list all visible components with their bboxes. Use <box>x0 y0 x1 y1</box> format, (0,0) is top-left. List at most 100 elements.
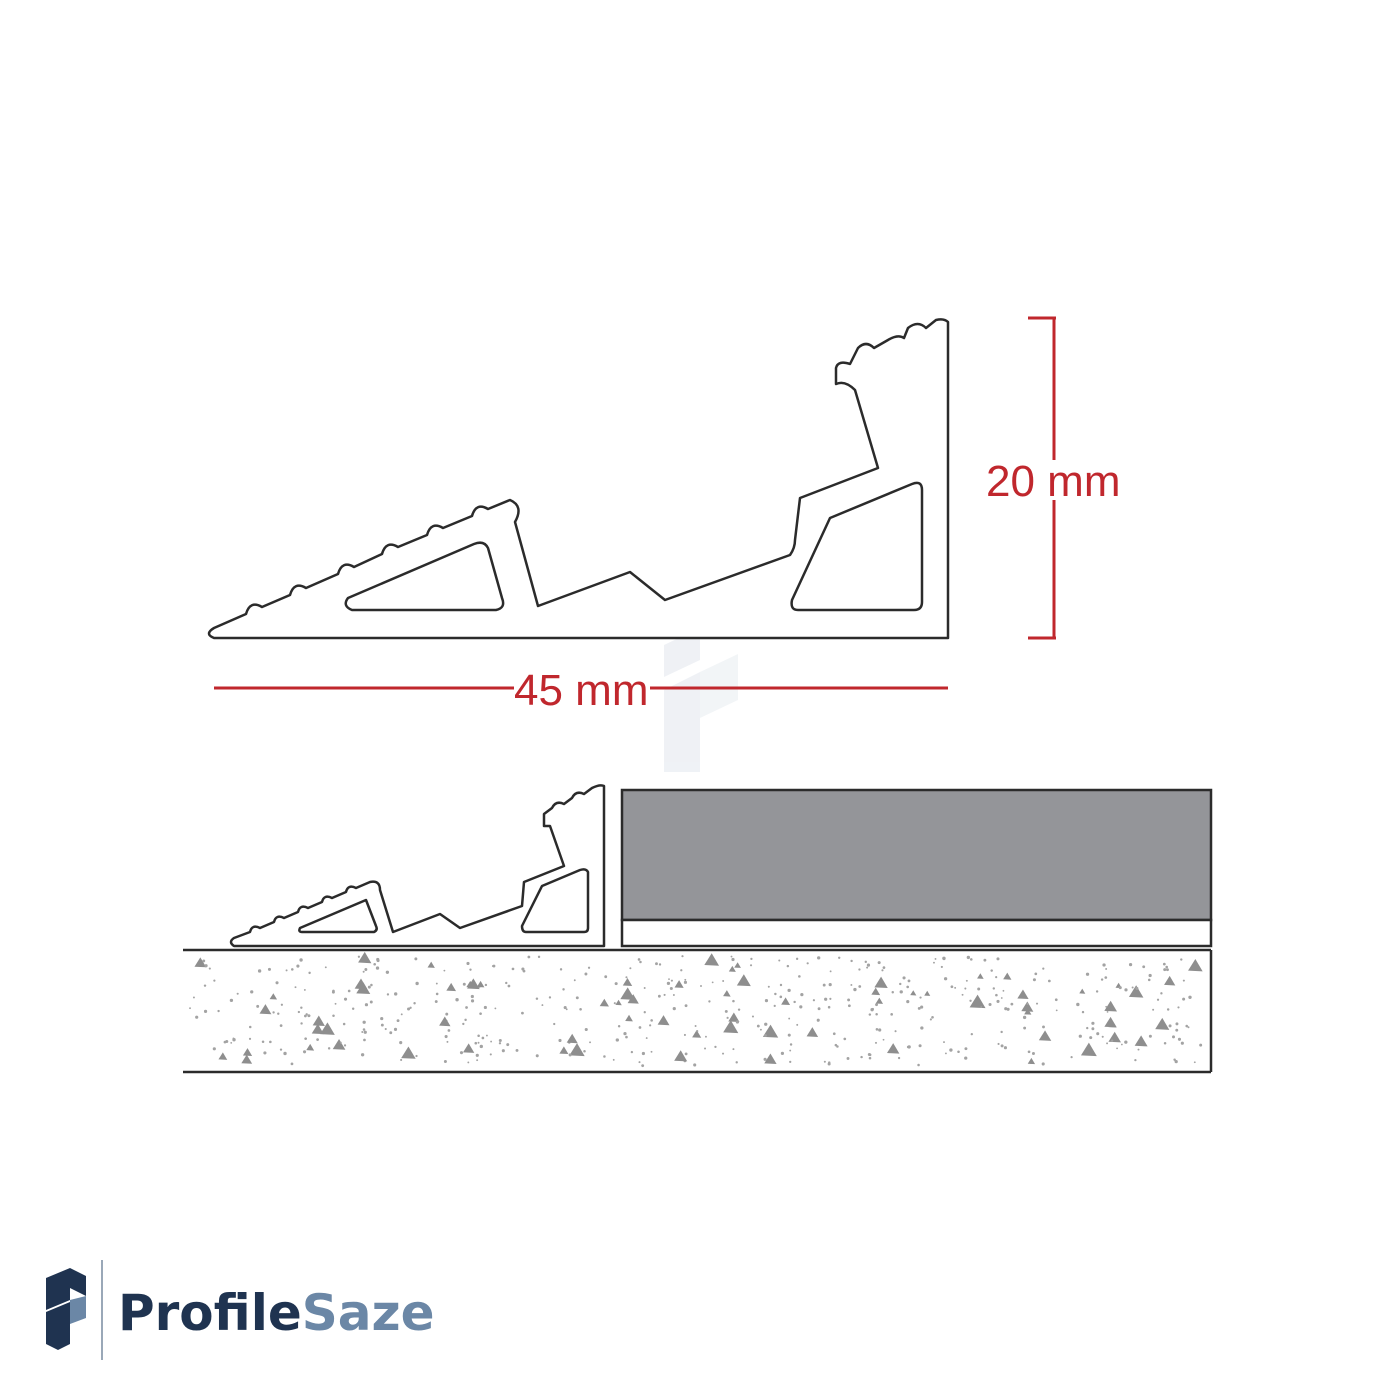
concrete-speck <box>866 963 871 967</box>
concrete-speck <box>208 967 211 970</box>
concrete-speck <box>522 969 526 973</box>
concrete-speck <box>393 1027 398 1031</box>
concrete-speck <box>584 1027 588 1032</box>
concrete-speck <box>838 956 841 959</box>
concrete-speck <box>964 1056 968 1060</box>
concrete-aggregate <box>924 990 931 996</box>
concrete-aggregate <box>446 982 457 992</box>
concrete-speck <box>641 1051 645 1056</box>
concrete-aggregate <box>1079 988 1086 994</box>
concrete-speck <box>751 1015 755 1018</box>
concrete-speck <box>272 1011 275 1014</box>
concrete-speck <box>1086 1026 1089 1030</box>
concrete-speck <box>1175 1028 1179 1032</box>
concrete-speck <box>1110 1039 1114 1042</box>
concrete-speck <box>361 1031 364 1034</box>
concrete-speck <box>283 1051 287 1056</box>
concrete-speck <box>735 1061 738 1064</box>
concrete-speck <box>1118 986 1122 990</box>
concrete-speck <box>535 1054 539 1058</box>
concrete-aggregate <box>886 1043 900 1054</box>
concrete-speck <box>230 1041 233 1044</box>
concrete-speck <box>376 957 380 962</box>
concrete-speck <box>1089 1036 1093 1040</box>
concrete-speck <box>385 970 390 974</box>
concrete-speck <box>920 1026 924 1030</box>
profile-cross-section <box>207 318 950 640</box>
concrete-speck <box>263 1051 267 1055</box>
concrete-speck <box>296 964 300 968</box>
concrete-speck <box>370 983 373 987</box>
concrete-aggregate <box>1021 1001 1034 1012</box>
concrete-speck <box>364 1003 369 1007</box>
concrete-speck <box>604 975 608 979</box>
brand-name: ProfileSaze <box>118 1284 435 1342</box>
concrete-speck <box>280 1003 283 1006</box>
concrete-aggregate <box>620 987 636 1000</box>
concrete-speck <box>882 1038 885 1041</box>
concrete-speck <box>847 1004 851 1008</box>
concrete-aggregate <box>401 1046 416 1059</box>
concrete-speck <box>1162 962 1166 966</box>
concrete-speck <box>459 1051 464 1055</box>
concrete-speck <box>1000 997 1003 999</box>
concrete-aggregate <box>969 994 986 1009</box>
concrete-speck <box>327 1047 331 1050</box>
concrete-speck <box>1026 1002 1029 1005</box>
concrete-speck <box>779 983 783 987</box>
concrete-speck <box>858 985 862 988</box>
concrete-speck <box>603 1055 606 1058</box>
concrete-aggregate <box>728 965 736 972</box>
concrete-aggregate <box>674 1050 688 1062</box>
concrete-speck <box>1124 1040 1128 1044</box>
concrete-speck <box>217 1009 220 1013</box>
concrete-speck <box>637 958 641 961</box>
concrete-aggregate <box>269 993 278 1000</box>
height-dimension-label: 20 mm <box>986 457 1120 506</box>
concrete-speck <box>548 996 552 999</box>
concrete-speck <box>732 1048 735 1051</box>
concrete-speck <box>1175 1022 1179 1026</box>
concrete-speck <box>294 986 297 989</box>
concrete-speck <box>290 1062 294 1066</box>
concrete-speck <box>400 1058 403 1062</box>
concrete-aggregate <box>723 1020 739 1034</box>
concrete-speck <box>277 1012 280 1015</box>
concrete-speck <box>1124 988 1128 992</box>
concrete-aggregate <box>910 990 917 996</box>
concrete-speck <box>658 963 662 966</box>
concrete-speck <box>363 1038 366 1042</box>
concrete-speck <box>683 980 688 984</box>
concrete-speck <box>1091 1021 1095 1025</box>
concrete-speck <box>1042 1025 1045 1029</box>
concrete-speck <box>589 1041 592 1044</box>
concrete-speck <box>614 982 618 986</box>
concrete-speck <box>847 998 851 1002</box>
concrete-speck <box>1199 1043 1203 1047</box>
concrete-speck <box>1032 978 1036 982</box>
concrete-speck <box>796 1023 799 1026</box>
concrete-speck <box>1096 1032 1100 1036</box>
concrete-speck <box>1078 1034 1082 1038</box>
concrete-speck <box>362 1028 366 1031</box>
concrete-aggregate <box>657 1015 670 1026</box>
concrete-aggregate <box>306 1043 315 1051</box>
concrete-speck <box>763 1057 767 1061</box>
concrete-aggregate <box>875 997 884 1004</box>
concrete-speck <box>779 995 783 999</box>
concrete-speck <box>203 1009 208 1013</box>
concrete-speck <box>823 1060 826 1063</box>
concrete-speck <box>261 1040 265 1043</box>
floor-tile <box>620 788 1213 948</box>
concrete-aggregate <box>467 978 480 990</box>
concrete-speck <box>584 972 588 976</box>
concrete-speck <box>806 962 809 965</box>
concrete-speck <box>759 1028 762 1031</box>
concrete-speck <box>800 992 804 997</box>
concrete-speck <box>511 967 515 971</box>
concrete-speck <box>657 994 661 998</box>
concrete-speck <box>481 1036 485 1040</box>
concrete-speck <box>1085 972 1090 976</box>
concrete-speck <box>275 981 279 985</box>
concrete-speck <box>789 1043 793 1046</box>
